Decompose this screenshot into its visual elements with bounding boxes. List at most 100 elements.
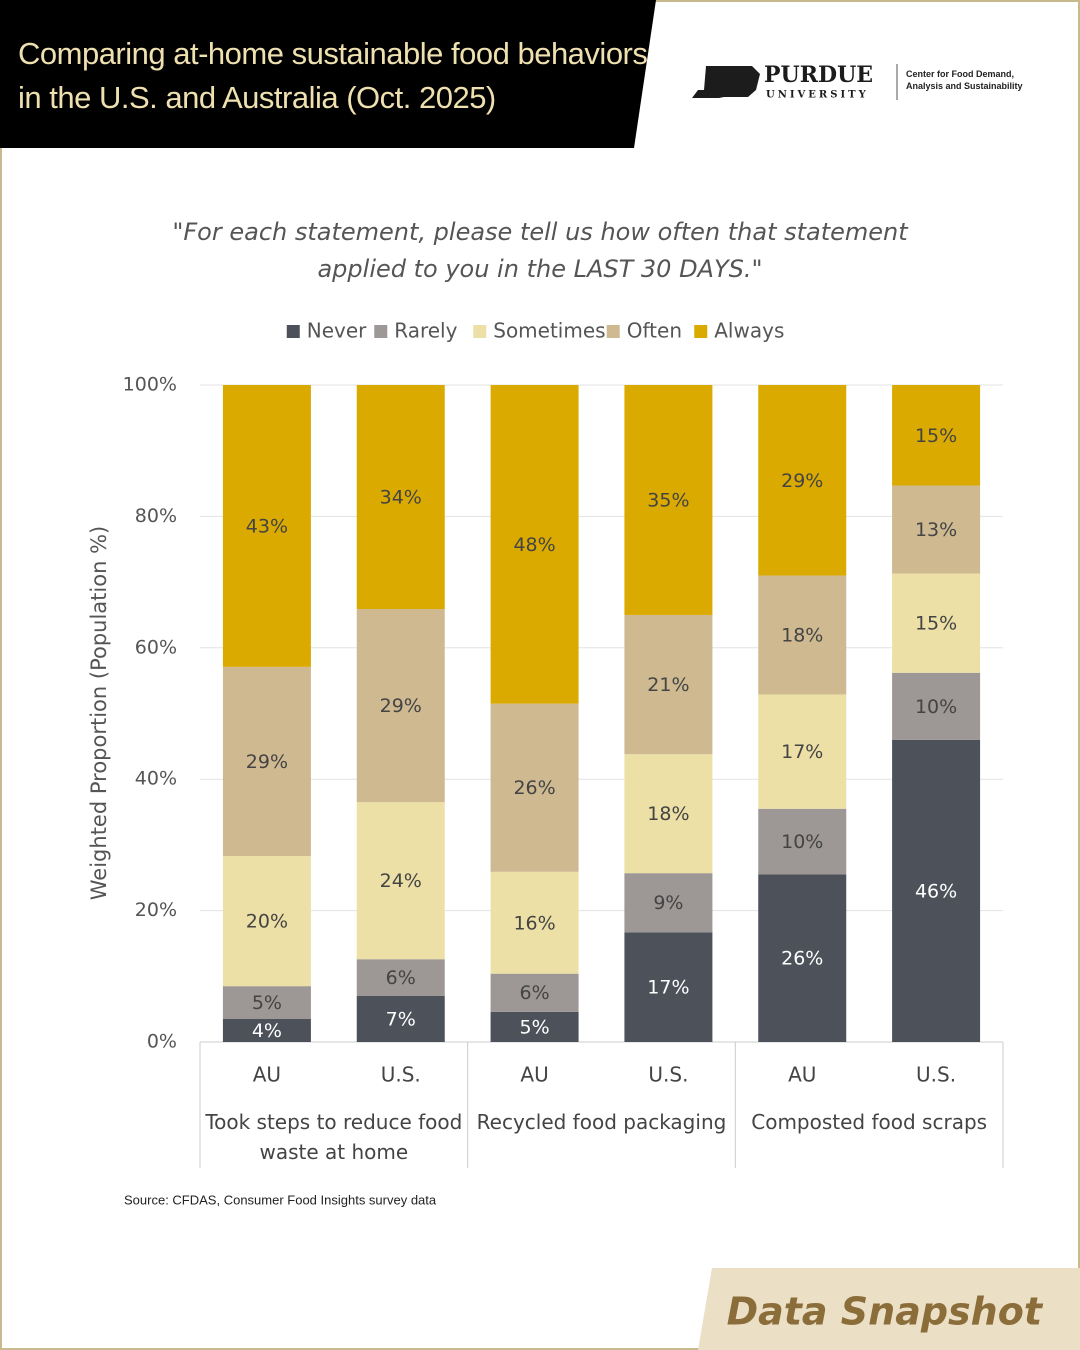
value-label: 4% (252, 1020, 282, 1042)
x-tick-label: U.S. (381, 1063, 421, 1087)
header-band (0, 0, 656, 148)
value-label: 18% (781, 624, 823, 646)
value-label: 6% (386, 967, 416, 989)
value-label: 17% (647, 977, 689, 999)
subtitle-box: "For each statement, please tell us how … (172, 218, 908, 283)
bar-segment (356, 959, 445, 997)
bar-segment (624, 385, 713, 615)
group-label: Took steps to reduce food waste at home (205, 1110, 463, 1164)
center-name: Center for Food Demand, Analysis and Sus… (906, 69, 1023, 91)
value-label: 15% (915, 613, 957, 635)
bar-segment (490, 871, 579, 974)
bar-segment (892, 573, 981, 673)
bar-segment (222, 986, 311, 1020)
value-label: 9% (653, 892, 683, 914)
bar-segment (758, 575, 847, 695)
value-label: 18% (647, 803, 689, 825)
source: Source: CFDAS, Consumer Food Insights su… (124, 1192, 437, 1207)
value-label: 29% (781, 470, 823, 492)
logo-mark (692, 66, 760, 98)
value-label: 26% (781, 948, 823, 970)
x-tick-label: U.S. (648, 1063, 688, 1087)
y-tick-label: 80% (135, 505, 177, 527)
value-label: 6% (520, 982, 550, 1004)
value-label: 46% (915, 880, 957, 902)
value-label: 24% (380, 870, 422, 892)
legend-swatch (694, 325, 708, 338)
value-label: 43% (246, 515, 288, 537)
legend-label: Never (307, 319, 367, 343)
value-label: 7% (386, 1009, 416, 1031)
bar-segment (356, 996, 445, 1042)
x-tick-label: AU (788, 1063, 816, 1087)
bar-segment (356, 609, 445, 803)
bar-segment (222, 385, 311, 667)
y-tick-label: 100% (123, 374, 177, 396)
logo-name: PURDUE (764, 62, 873, 88)
badge-band (698, 1268, 1080, 1350)
bar-segment (222, 1019, 311, 1042)
value-label: 15% (915, 425, 957, 447)
value-label: 29% (246, 751, 288, 773)
bar-segment (222, 856, 311, 987)
y-tick-label: 0% (147, 1031, 177, 1053)
bar-segment (222, 666, 311, 857)
bar-segment (490, 385, 579, 704)
value-label: 5% (520, 1016, 550, 1038)
title: Comparing at-home sustainable food behav… (18, 36, 648, 115)
value-label: 16% (513, 912, 555, 934)
center-box: Center for Food Demand, Analysis and Sus… (906, 69, 1023, 91)
y-axis-label: Weighted Proportion (Population %) (87, 526, 111, 900)
group-box: Recycled food packaging (476, 1110, 727, 1134)
bar-segment (758, 385, 847, 576)
bar-segment (892, 485, 981, 574)
bar-segment (892, 672, 981, 740)
subtitle: "For each statement, please tell us how … (172, 218, 908, 283)
value-label: 13% (915, 519, 957, 541)
bar-segment (758, 874, 847, 1042)
value-label: 20% (246, 911, 288, 933)
bar-segment (758, 694, 847, 809)
x-tick-label: AU (520, 1063, 548, 1087)
legend-label: Always (714, 319, 784, 343)
value-label: 21% (647, 674, 689, 696)
value-label: 10% (781, 831, 823, 853)
bar-segment (490, 1011, 579, 1042)
value-label: 26% (513, 777, 555, 799)
bar-segment (624, 754, 713, 874)
title-box: Comparing at-home sustainable food behav… (18, 36, 648, 115)
group-box: Took steps to reduce food waste at home (205, 1110, 463, 1164)
value-label: 35% (647, 489, 689, 511)
group-label: Recycled food packaging (476, 1110, 727, 1134)
value-label: 10% (915, 696, 957, 718)
badge: Data Snapshot (727, 1290, 1044, 1334)
bar-segment (892, 739, 981, 1042)
bar-segment (490, 973, 579, 1012)
bar-segment (758, 808, 847, 875)
logo-sub: UNIVERSITY (766, 90, 869, 101)
bar-segment (624, 614, 713, 755)
bar-segment (490, 703, 579, 872)
value-label: 34% (380, 487, 422, 509)
x-tick-label: U.S. (916, 1063, 956, 1087)
legend-swatch (374, 325, 388, 338)
y-tick-label: 60% (135, 636, 177, 658)
legend-label: Often (627, 319, 682, 343)
value-label: 48% (513, 534, 555, 556)
legend-swatch (473, 325, 487, 338)
legend-label: Sometimes (493, 319, 605, 343)
y-tick-label: 40% (135, 768, 177, 790)
bar-segment (356, 802, 445, 960)
bar-segment (624, 873, 713, 933)
y-tick-label: 20% (135, 899, 177, 921)
value-label: 17% (781, 741, 823, 763)
legend-swatch (606, 325, 620, 338)
legend-label: Rarely (394, 319, 457, 343)
value-label: 5% (252, 992, 282, 1014)
legend-swatch (286, 325, 300, 338)
bar-segment (892, 385, 981, 486)
bar-segment (624, 932, 713, 1042)
x-tick-label: AU (253, 1063, 281, 1087)
